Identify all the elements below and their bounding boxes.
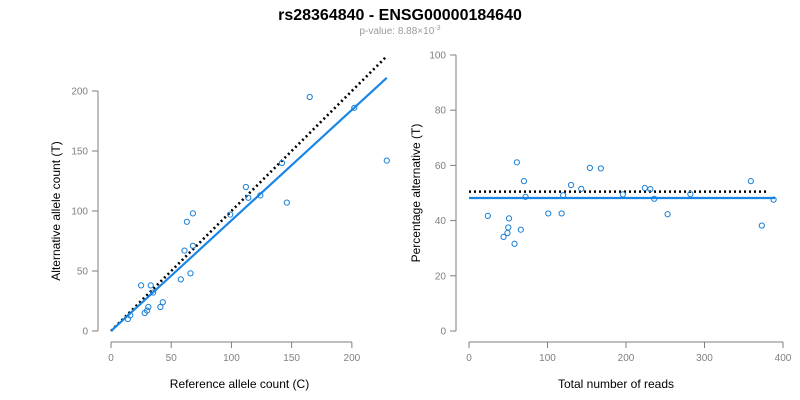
chart2-y-tick-label: 40	[435, 216, 447, 227]
chart1-data-point	[127, 312, 134, 319]
chart1-data-point	[181, 247, 188, 254]
chart1-y-tick-label: 50	[77, 267, 89, 278]
chart1-data-point	[144, 307, 151, 314]
percentage-alternative-scatter-panel: 0 100 200 300 400 0 20 40 60 80 100 Total number of…	[409, 51, 792, 392]
chart2-data-point	[597, 165, 604, 172]
chart2-data-point	[664, 211, 671, 218]
chart2-data-point	[520, 178, 528, 185]
chart2-y-tick-label: 0	[440, 327, 446, 338]
chart2-x-tick-label: 300	[696, 353, 713, 364]
chart1-y-tick-label: 150	[71, 147, 88, 158]
chart2-data-point	[511, 240, 518, 247]
chart2-x-tick-label: 400	[775, 353, 792, 364]
chart2-data-point	[641, 184, 648, 192]
chart-title: rs28364840 - ENSG00000184640	[278, 7, 522, 24]
chart1-data-point	[177, 276, 184, 283]
allele-count-scatter-panel: 0 50 100 150 200 0 50 100 150 200 Reference allele…	[49, 55, 390, 391]
chart1-data-point	[306, 93, 313, 101]
chart1-data-point	[383, 157, 390, 164]
chart-subtitle: p-value: 8.88×10-3	[359, 25, 440, 37]
chart2-data-point	[651, 195, 658, 202]
chart2-data-point	[560, 192, 567, 199]
chart2-data-point	[687, 191, 694, 198]
chart1-data-point	[242, 183, 249, 191]
chart2-data-point	[619, 191, 626, 198]
chart2-y-axis-label: Percentage alternative (T)	[409, 124, 423, 263]
p-value-text: p-value: 8.88×10	[359, 26, 434, 37]
chart1-data-point	[138, 282, 145, 289]
chart1-x-axis-label: Reference allele count (C)	[170, 377, 309, 391]
chart2-x-tick-label: 100	[539, 353, 556, 364]
chart1-y-tick-label: 100	[71, 207, 88, 218]
p-value-exponent: -3	[434, 25, 440, 32]
chart1-y-axis-label: Alternative allele count (T)	[49, 141, 63, 280]
chart2-data-point	[586, 164, 593, 171]
chart1-data-point	[351, 104, 358, 111]
chart2-data-point	[513, 159, 520, 166]
chart1-data-point	[147, 282, 154, 289]
chart2-data-point	[578, 185, 585, 192]
chart1-x-tick-label: 150	[283, 353, 300, 364]
chart2-x-axis-label: Total number of reads	[558, 377, 674, 391]
chart1-data-point	[183, 218, 190, 225]
chart1-data-point	[150, 289, 157, 296]
chart1-y-tick-label: 200	[71, 87, 88, 98]
chart2-y-tick-label: 60	[435, 161, 447, 172]
chart2-data-point	[567, 181, 575, 189]
chart1-data-point	[189, 210, 196, 217]
chart2-y-tick-label: 80	[435, 106, 447, 117]
chart1-data-point	[157, 303, 164, 311]
chart2-y-tick-label: 100	[429, 51, 446, 62]
chart2-data-point	[545, 210, 552, 217]
chart1-x-tick-label: 50	[166, 353, 178, 364]
chart1-data-point	[227, 211, 234, 218]
chart2-data-point	[770, 196, 777, 203]
chart2-data-point	[504, 229, 511, 237]
chart2-data-point	[505, 224, 512, 231]
chart2-data-point	[747, 178, 754, 185]
chart1-data-point	[189, 242, 196, 249]
chart2-data-point	[517, 226, 524, 233]
chart2-data-point	[558, 210, 565, 217]
chart2-data-point	[484, 212, 491, 220]
chart1-data-point	[245, 194, 252, 201]
chart1-data-point	[145, 303, 152, 311]
chart1-data-point	[187, 270, 194, 277]
chart1-data-point	[278, 159, 286, 167]
chart1-x-tick-label: 200	[344, 353, 361, 364]
chart2-data-point	[505, 215, 513, 222]
chart1-data-point	[283, 199, 290, 206]
chart2-data-point	[522, 193, 529, 200]
chart2-data-point	[500, 233, 507, 240]
chart1-data-point	[257, 192, 264, 199]
chart2-x-tick-label: 0	[466, 353, 472, 364]
chart1-data-point	[159, 299, 166, 306]
chart2-data-point	[758, 222, 765, 229]
chart2-data-point	[647, 186, 654, 193]
chart1-fit-line	[110, 76, 388, 332]
chart1-x-tick-label: 100	[223, 353, 240, 364]
chart1-x-tick-label: 0	[108, 353, 114, 364]
chart2-y-tick-label: 20	[435, 271, 447, 282]
chart2-x-tick-label: 200	[618, 353, 635, 364]
chart1-y-tick-label: 0	[82, 327, 88, 338]
